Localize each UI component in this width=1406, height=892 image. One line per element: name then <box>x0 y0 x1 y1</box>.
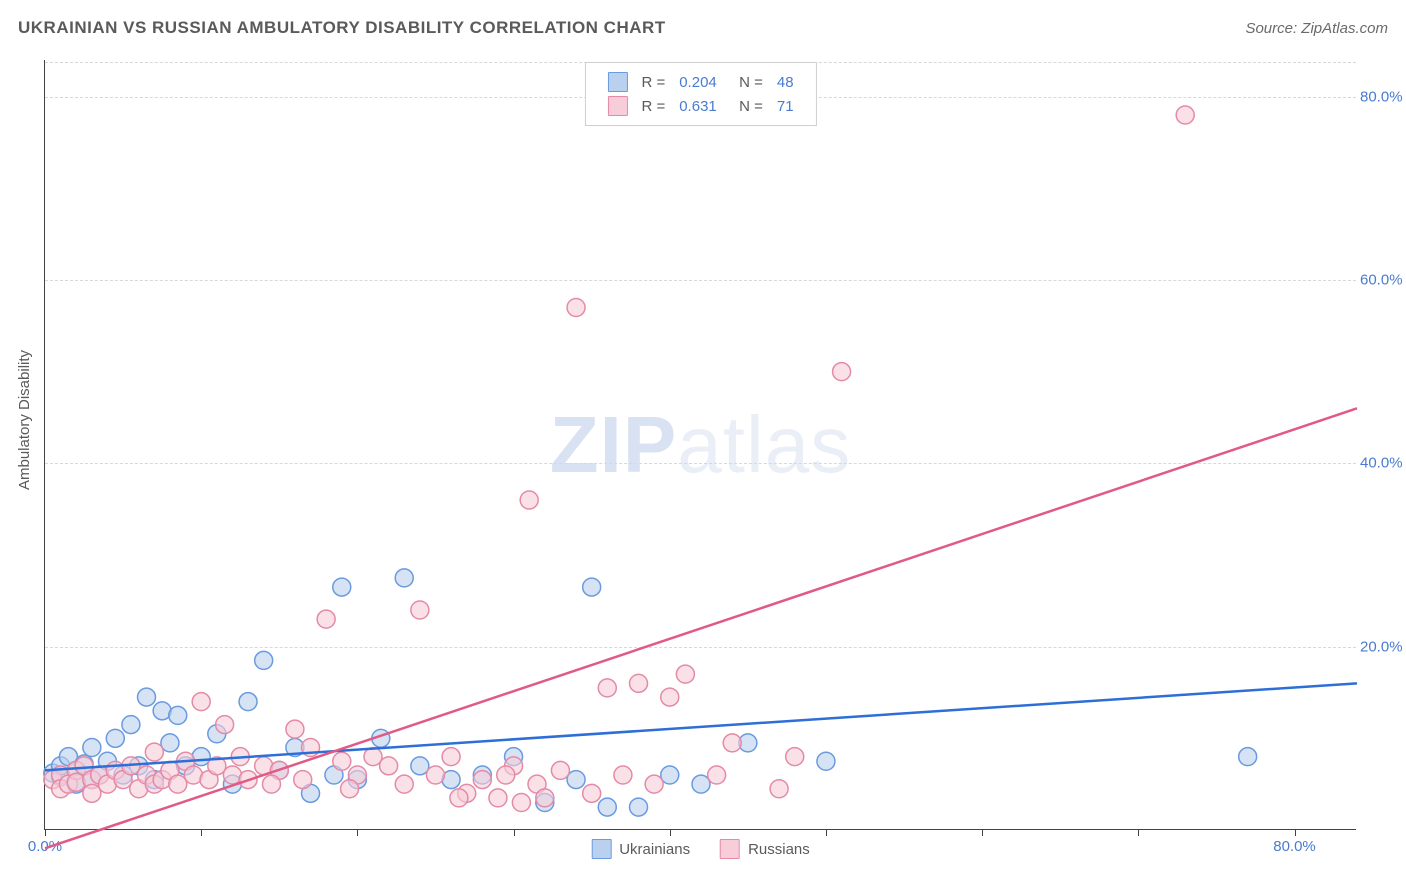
source-label: Source: ZipAtlas.com <box>1245 20 1388 37</box>
data-point <box>380 757 398 775</box>
x-tick-label: 0.0% <box>28 838 62 855</box>
legend-series: Ukrainians Russians <box>591 839 810 859</box>
x-tick-mark <box>45 829 46 836</box>
legend-n-label: N = <box>725 95 769 117</box>
data-point <box>395 569 413 587</box>
data-point <box>294 771 312 789</box>
x-tick-mark <box>357 829 358 836</box>
data-point <box>497 766 515 784</box>
x-tick-mark <box>514 829 515 836</box>
data-point <box>1176 106 1194 124</box>
legend-swatch <box>607 72 627 92</box>
x-tick-label: 80.0% <box>1273 838 1316 855</box>
data-point <box>411 601 429 619</box>
data-point <box>598 798 616 816</box>
legend-n-value: 48 <box>771 71 800 93</box>
data-point <box>786 748 804 766</box>
data-point <box>833 363 851 381</box>
data-point <box>770 780 788 798</box>
x-tick-mark <box>1138 829 1139 836</box>
data-point <box>520 491 538 509</box>
y-tick-label: 40.0% <box>1360 455 1406 472</box>
data-point <box>364 748 382 766</box>
x-tick-mark <box>982 829 983 836</box>
data-point <box>551 761 569 779</box>
x-tick-mark <box>1295 829 1296 836</box>
data-point <box>106 729 124 747</box>
x-tick-mark <box>670 829 671 836</box>
data-point <box>723 734 741 752</box>
data-point <box>583 578 601 596</box>
data-point <box>255 651 273 669</box>
legend-item: Russians <box>720 839 810 859</box>
legend-correlation-row: R =0.631 N =71 <box>601 95 799 117</box>
y-tick-label: 60.0% <box>1360 272 1406 289</box>
data-point <box>630 674 648 692</box>
legend-correlation-box: R =0.204 N =48R =0.631 N =71 <box>584 62 816 126</box>
data-point <box>395 775 413 793</box>
x-tick-mark <box>201 829 202 836</box>
data-point <box>169 775 187 793</box>
data-point <box>598 679 616 697</box>
y-axis-title: Ambulatory Disability <box>16 350 33 490</box>
data-point <box>286 720 304 738</box>
data-point <box>708 766 726 784</box>
data-point <box>567 299 585 317</box>
data-point <box>216 716 234 734</box>
data-point <box>512 794 530 812</box>
chart-title: UKRAINIAN VS RUSSIAN AMBULATORY DISABILI… <box>18 18 666 38</box>
legend-swatch <box>720 839 740 859</box>
data-point <box>450 789 468 807</box>
data-point <box>138 688 156 706</box>
legend-label: Russians <box>748 841 810 858</box>
legend-swatch <box>591 839 611 859</box>
data-point <box>536 789 554 807</box>
data-point <box>341 780 359 798</box>
data-point <box>614 766 632 784</box>
data-point <box>473 771 491 789</box>
data-point <box>817 752 835 770</box>
data-point <box>239 693 257 711</box>
legend-correlation-row: R =0.204 N =48 <box>601 71 799 93</box>
x-tick-mark <box>826 829 827 836</box>
data-point <box>676 665 694 683</box>
legend-item: Ukrainians <box>591 839 690 859</box>
data-point <box>192 693 210 711</box>
plot-svg <box>45 60 1356 829</box>
plot-area: ZIPatlas 20.0%40.0%60.0%80.0% 0.0%80.0% … <box>44 60 1356 830</box>
data-point <box>442 748 460 766</box>
legend-n-label: N = <box>725 71 769 93</box>
data-point <box>83 739 101 757</box>
data-point <box>411 757 429 775</box>
data-point <box>426 766 444 784</box>
y-tick-label: 20.0% <box>1360 638 1406 655</box>
data-point <box>1239 748 1257 766</box>
data-point <box>489 789 507 807</box>
legend-label: Ukrainians <box>619 841 690 858</box>
data-point <box>333 578 351 596</box>
y-tick-label: 80.0% <box>1360 88 1406 105</box>
legend-n-value: 71 <box>771 95 800 117</box>
data-point <box>169 706 187 724</box>
data-point <box>262 775 280 793</box>
legend-r-value: 0.631 <box>673 95 723 117</box>
legend-swatch <box>607 96 627 116</box>
legend-r-label: R = <box>635 95 671 117</box>
legend-r-value: 0.204 <box>673 71 723 93</box>
data-point <box>333 752 351 770</box>
data-point <box>630 798 648 816</box>
data-point <box>661 688 679 706</box>
data-point <box>145 743 163 761</box>
title-bar: UKRAINIAN VS RUSSIAN AMBULATORY DISABILI… <box>18 18 1388 38</box>
chart-container: UKRAINIAN VS RUSSIAN AMBULATORY DISABILI… <box>0 0 1406 892</box>
data-point <box>317 610 335 628</box>
data-point <box>583 784 601 802</box>
legend-r-label: R = <box>635 71 671 93</box>
data-point <box>122 716 140 734</box>
data-point <box>645 775 663 793</box>
